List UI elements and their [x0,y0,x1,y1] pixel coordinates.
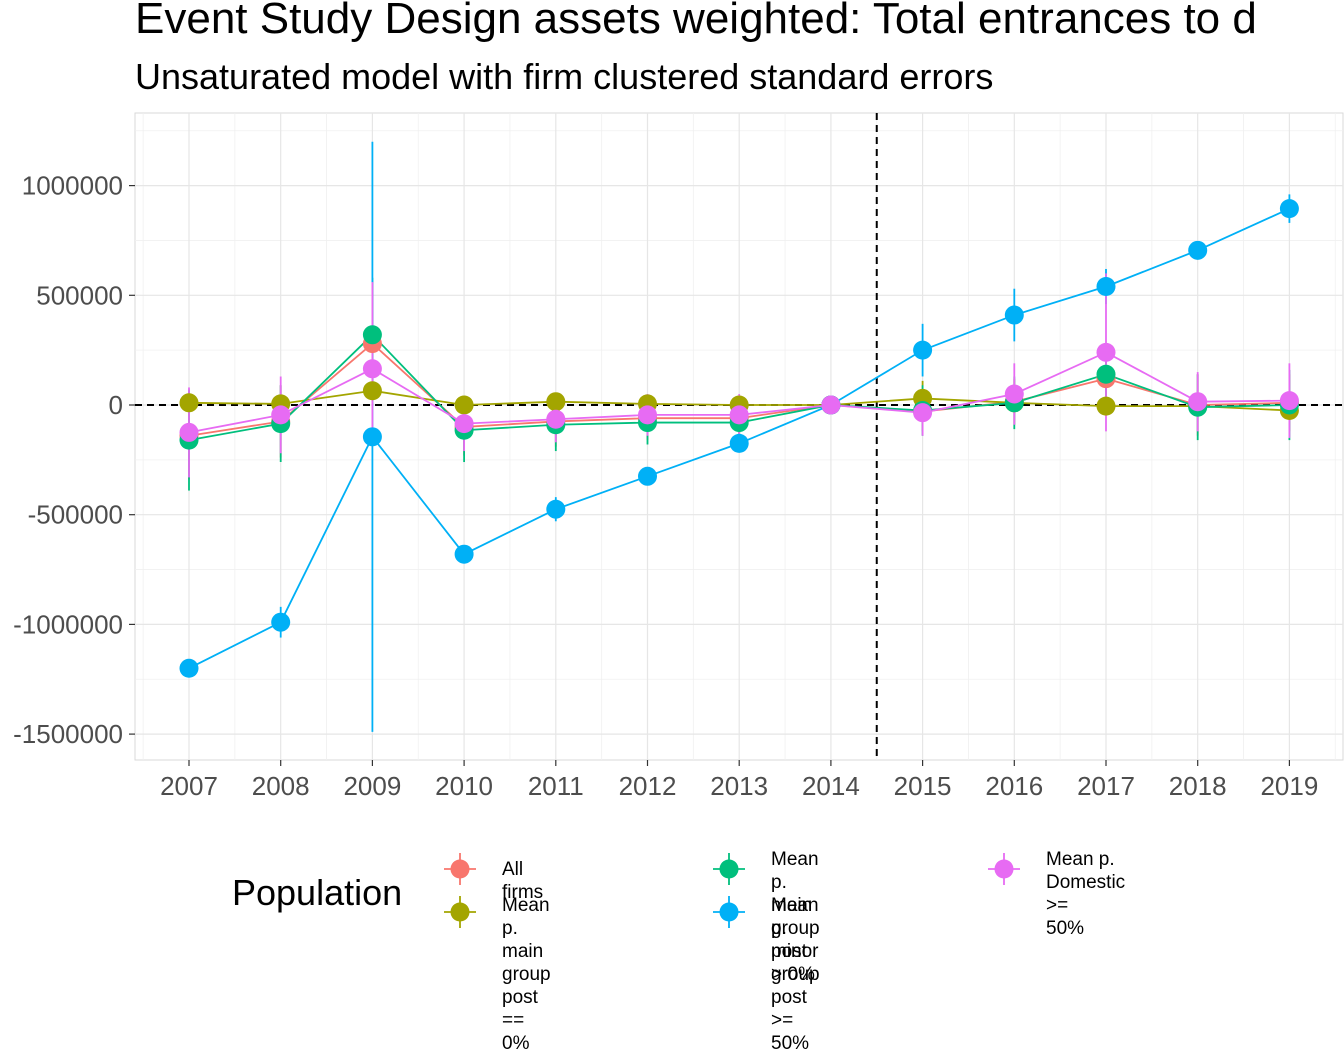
y-tick-label: -1500000 [13,719,123,749]
data-point [1188,392,1208,412]
chart-title: Event Study Design assets weighted: Tota… [135,0,1257,43]
chart-subtitle: Unsaturated model with firm clustered st… [135,56,994,97]
legend-key [713,853,745,885]
data-point [638,466,657,486]
data-point [638,405,657,425]
y-axis: -1500000 -1000000 -500000 0 500000 1000000 [13,171,135,749]
data-point [362,427,382,447]
data-point [1004,384,1024,404]
data-point [729,405,749,425]
data-point [1096,342,1116,362]
data-point [546,499,566,519]
x-tick-label: 2018 [1169,771,1227,801]
data-point [362,359,382,379]
x-tick-label: 2016 [985,771,1043,801]
data-point [271,612,291,632]
y-tick-label: 500000 [36,280,123,310]
legend-label: Mean p. minor group post >= 50% [771,895,820,1054]
series-points [179,199,1299,678]
legend-label: Mean p. main group post == 0% [502,895,551,1054]
legend-key-point [450,859,470,879]
x-tick-label: 2014 [802,771,860,801]
data-point [179,422,199,442]
legend-key [444,896,476,928]
x-tick-label: 2017 [1077,771,1135,801]
y-tick-label: -500000 [28,500,123,530]
legend-key-point [994,859,1014,879]
legend-title: Population [232,872,403,913]
x-axis: 2007 2008 2009 2010 2011 2012 2013 2014 2015 2016… [160,760,1318,801]
x-tick-label: 2019 [1260,771,1318,801]
x-tick-label: 2010 [435,771,493,801]
event-study-chart: -1500000 -1000000 -500000 0 500000 1000000 20… [13,112,1344,801]
legend-label: Mean p. Domestic >= 50% [1046,849,1126,939]
legend-key [988,853,1020,885]
data-point [454,414,474,434]
y-tick-label: 1000000 [22,171,123,201]
data-point [729,433,749,453]
data-point [1188,240,1208,260]
data-point [362,325,382,345]
legend-key [444,853,476,885]
data-point [821,395,841,415]
data-point [454,544,474,564]
y-tick-label: 0 [109,390,123,420]
x-tick-label: 2007 [160,771,218,801]
data-point [913,403,933,423]
data-point [1096,277,1116,297]
legend-key [713,896,745,928]
legend-key-point [719,902,739,922]
data-point [179,658,199,678]
legend-key-point [450,902,470,922]
data-point [546,392,566,412]
legend-label: All firms [502,859,544,903]
x-tick-label: 2008 [252,771,310,801]
x-tick-label: 2011 [528,771,584,801]
legend-key-point [719,859,739,879]
data-point [362,381,382,401]
data-point [179,393,199,413]
y-tick-label: -1000000 [13,609,123,639]
data-point [546,409,566,429]
x-tick-label: 2013 [710,771,768,801]
data-point [271,405,291,425]
data-point [1096,396,1116,416]
data-point [913,340,933,360]
x-tick-label: 2009 [343,771,401,801]
data-point [454,395,474,415]
x-tick-label: 2015 [894,771,952,801]
data-point [1004,305,1024,325]
data-point [1096,364,1116,384]
data-point [1279,199,1299,219]
data-point [1279,391,1299,411]
x-tick-label: 2012 [619,771,677,801]
